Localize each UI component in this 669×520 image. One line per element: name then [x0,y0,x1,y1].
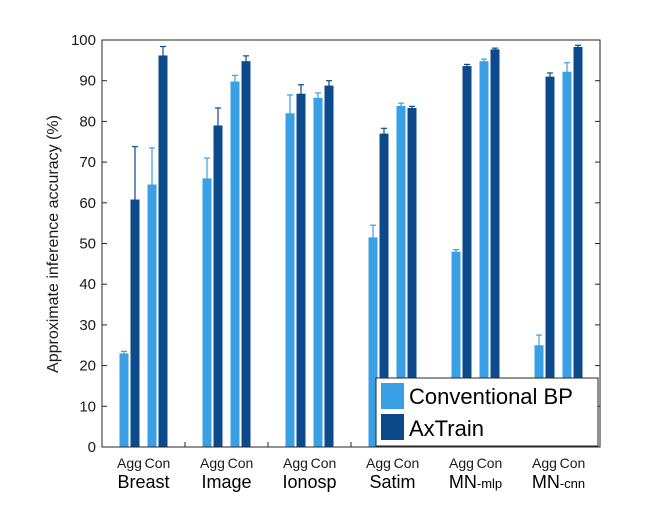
bar-conventional-bp-image-agg [202,178,212,447]
bar-conventional-bp-mn-mlp-con [479,61,489,447]
y-tick-label: 10 [79,398,96,415]
legend-label-conventional-bp: Conventional BP [409,384,573,409]
legend: Conventional BP AxTrain [375,377,599,447]
x-subcategory-label: Agg [532,455,557,471]
x-group-label: Satim [369,472,415,492]
x-subcategory-label: Agg [117,455,142,471]
legend-swatch-axtrain [381,414,404,440]
bar-conventional-bp-mn-mlp-agg [451,251,461,447]
bar-axtrain-mn-cnn-con [573,46,583,447]
bar-conventional-bp-breast-agg [119,353,129,447]
x-group-label: Ionosp [282,472,336,492]
x-subcategory-label: Agg [449,455,474,471]
x-subcategory-label: Con [477,455,503,471]
bar-conventional-bp-image-con [230,81,240,447]
y-tick-label: 80 [79,113,96,130]
x-group-label: Breast [117,472,169,492]
bar-axtrain-breast-agg [130,199,140,447]
y-tick-label: 70 [79,154,96,171]
y-tick-label: 60 [79,195,96,212]
bar-conventional-bp-satim-agg [368,237,378,447]
y-tick-label: 20 [79,358,96,375]
x-group-label: Image [201,472,251,492]
y-tick-label: 50 [79,236,96,253]
bar-conventional-bp-mn-cnn-con [562,71,572,447]
bar-axtrain-image-con [241,61,251,447]
x-subcategory-label: Con [145,455,171,471]
x-subcategory-label: Con [560,455,586,471]
x-subcategory-label: Agg [200,455,225,471]
bar-conventional-bp-satim-con [396,105,406,448]
legend-box [375,377,599,447]
bar-conventional-bp-ionosp-con [313,97,323,447]
x-subcategory-label: Con [228,455,254,471]
plot-frame [101,39,601,448]
bar-axtrain-satim-agg [379,133,389,448]
legend-swatch-conventional-bp [381,383,404,409]
y-axis-title: Approximate inference accuracy (%) [45,115,62,373]
x-subcategory-label: Con [311,455,337,471]
bar-conventional-bp-breast-con [147,184,157,448]
y-tick-label: 0 [88,439,96,456]
bar-axtrain-breast-con [158,55,168,447]
bar-axtrain-image-agg [213,125,223,447]
bar-conventional-bp-ionosp-agg [285,113,295,447]
bar-axtrain-mn-cnn-agg [545,76,555,447]
y-tick-label: 100 [71,32,96,49]
x-subcategory-label: Agg [366,455,391,471]
y-tick-label: 90 [79,73,96,90]
x-group-label: MN-mlp [449,472,502,492]
bar-axtrain-mn-mlp-agg [462,66,472,447]
x-subcategory-label: Con [394,455,420,471]
bar-axtrain-mn-mlp-con [490,49,500,448]
x-subcategory-label: Agg [283,455,308,471]
y-tick-label: 30 [79,317,96,334]
bar-axtrain-satim-con [407,107,417,448]
y-ticks: 0 10 20 30 40 50 60 70 80 90 100 [71,32,600,456]
bar-axtrain-ionosp-agg [296,93,306,447]
legend-label-axtrain: AxTrain [409,416,484,441]
bar-axtrain-ionosp-con [324,85,334,448]
y-tick-label: 40 [79,276,96,293]
x-group-label: MN-cnn [532,472,585,492]
